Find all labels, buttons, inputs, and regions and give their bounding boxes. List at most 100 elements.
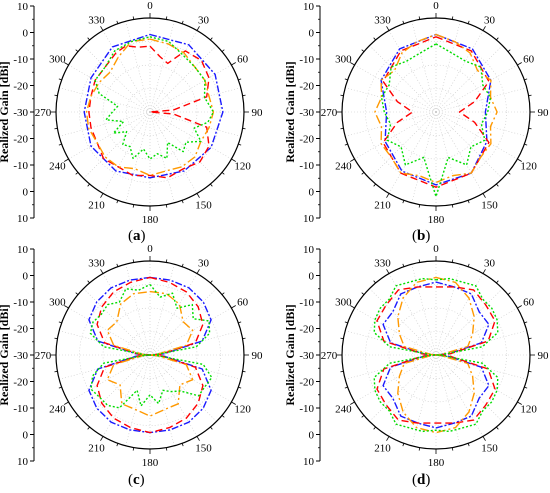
radial-tick-label: -20 [299, 324, 314, 336]
angle-tick-mark [482, 26, 486, 31]
angle-tick-mark [373, 426, 376, 430]
grid-spoke [388, 30, 437, 113]
angle-tick-mark [517, 62, 522, 66]
angle-tick-mark [58, 386, 62, 389]
angle-tick-mark [528, 127, 532, 130]
grid-spoke [149, 111, 217, 179]
grid-spoke [435, 87, 527, 113]
series-line-1 [382, 281, 490, 429]
angle-tick-mark [196, 269, 200, 274]
radial-tick-label: -20 [13, 377, 28, 389]
series-line-2 [88, 45, 210, 179]
angle-tick-mark [467, 200, 470, 204]
series-line-1 [83, 33, 224, 179]
angle-tick-mark [242, 370, 246, 373]
angle-tick-mark [221, 49, 225, 52]
angle-label-90: 90 [538, 107, 550, 119]
radial-tick-label: 0 [309, 28, 315, 40]
grid-spoke [435, 111, 518, 160]
grid-spoke [149, 330, 241, 356]
radial-tick-label: -10 [299, 403, 314, 415]
angle-tick-mark [116, 263, 119, 267]
angle-label-30: 30 [484, 257, 496, 269]
angle-tick-mark [373, 183, 376, 187]
angle-label-90: 90 [252, 107, 264, 119]
grid-spoke [125, 264, 151, 356]
angle-tick-mark [210, 183, 213, 187]
angle-tick-mark [482, 269, 486, 274]
angle-tick-mark [418, 204, 421, 208]
grid-spoke [125, 354, 151, 446]
angle-tick-mark [344, 321, 348, 324]
angle-tick-mark [467, 443, 470, 447]
grid-spoke [149, 307, 232, 356]
series-line-4 [89, 283, 213, 409]
grid-spoke [125, 111, 151, 203]
angle-tick-mark [64, 158, 69, 162]
angle-tick-mark [87, 37, 90, 41]
angle-tick-mark [402, 20, 405, 24]
grid-spoke [102, 273, 151, 356]
radial-tick-label: -30 [13, 350, 28, 362]
grid-spoke [435, 111, 527, 137]
radial-tick-label: -30 [13, 107, 28, 119]
radial-tick-label: -30 [299, 107, 314, 119]
angle-label-180: 180 [428, 214, 445, 226]
angle-tick-mark [451, 259, 454, 263]
angle-tick-mark [373, 37, 376, 41]
angle-tick-mark [116, 200, 119, 204]
angle-tick-mark [507, 415, 511, 418]
radial-tick-label: 0 [309, 271, 315, 283]
angle-label-300: 300 [335, 54, 352, 66]
angle-tick-mark [524, 143, 528, 146]
angle-tick-mark [340, 94, 344, 97]
grid-spoke [435, 30, 484, 113]
angle-tick-mark [221, 172, 225, 175]
angle-tick-mark [221, 292, 225, 295]
angle-tick-mark [350, 62, 355, 66]
angle-tick-mark [54, 337, 58, 340]
angle-tick-mark [418, 259, 421, 263]
angle-tick-mark [524, 386, 528, 389]
grid-spoke [435, 111, 461, 203]
radial-tick-label: -20 [299, 134, 314, 146]
grid-spoke [345, 354, 437, 380]
grid-spoke [102, 111, 151, 194]
angle-tick-mark [75, 49, 79, 52]
angle-tick-mark [64, 401, 69, 405]
angle-tick-mark [507, 292, 511, 295]
grid-spoke [354, 111, 437, 160]
angle-tick-mark [64, 305, 69, 309]
radial-tick-label: -20 [299, 377, 314, 389]
grid-spoke [149, 354, 175, 446]
grid-spoke [83, 45, 151, 113]
grid-ring [126, 331, 174, 379]
angle-label-210: 210 [88, 443, 105, 455]
angle-tick-mark [402, 200, 405, 204]
grid-spoke [149, 273, 198, 356]
angle-tick-mark [344, 78, 348, 81]
angle-tick-mark [196, 193, 200, 198]
grid-spoke [83, 288, 151, 356]
angle-tick-mark [196, 436, 200, 441]
angle-label-0: 0 [147, 0, 153, 12]
angle-label-210: 210 [374, 200, 391, 212]
series-line-2 [382, 36, 490, 188]
grid-spoke [68, 307, 151, 356]
angle-tick-mark [496, 37, 499, 41]
grid-spoke [83, 111, 151, 179]
series-line-2 [376, 286, 496, 424]
angle-label-210: 210 [88, 200, 105, 212]
angle-tick-mark [361, 49, 365, 52]
radial-tick-label: -10 [13, 297, 28, 309]
grid-spoke [411, 264, 437, 356]
radial-tick-label: -10 [13, 403, 28, 415]
angle-label-30: 30 [198, 257, 210, 269]
grid-spoke [149, 111, 241, 137]
grid-spoke [435, 64, 518, 113]
angle-tick-mark [402, 443, 405, 447]
grid-spoke [354, 64, 437, 113]
angle-tick-mark [116, 20, 119, 24]
angle-tick-mark [467, 263, 470, 267]
angle-tick-mark [361, 172, 365, 175]
